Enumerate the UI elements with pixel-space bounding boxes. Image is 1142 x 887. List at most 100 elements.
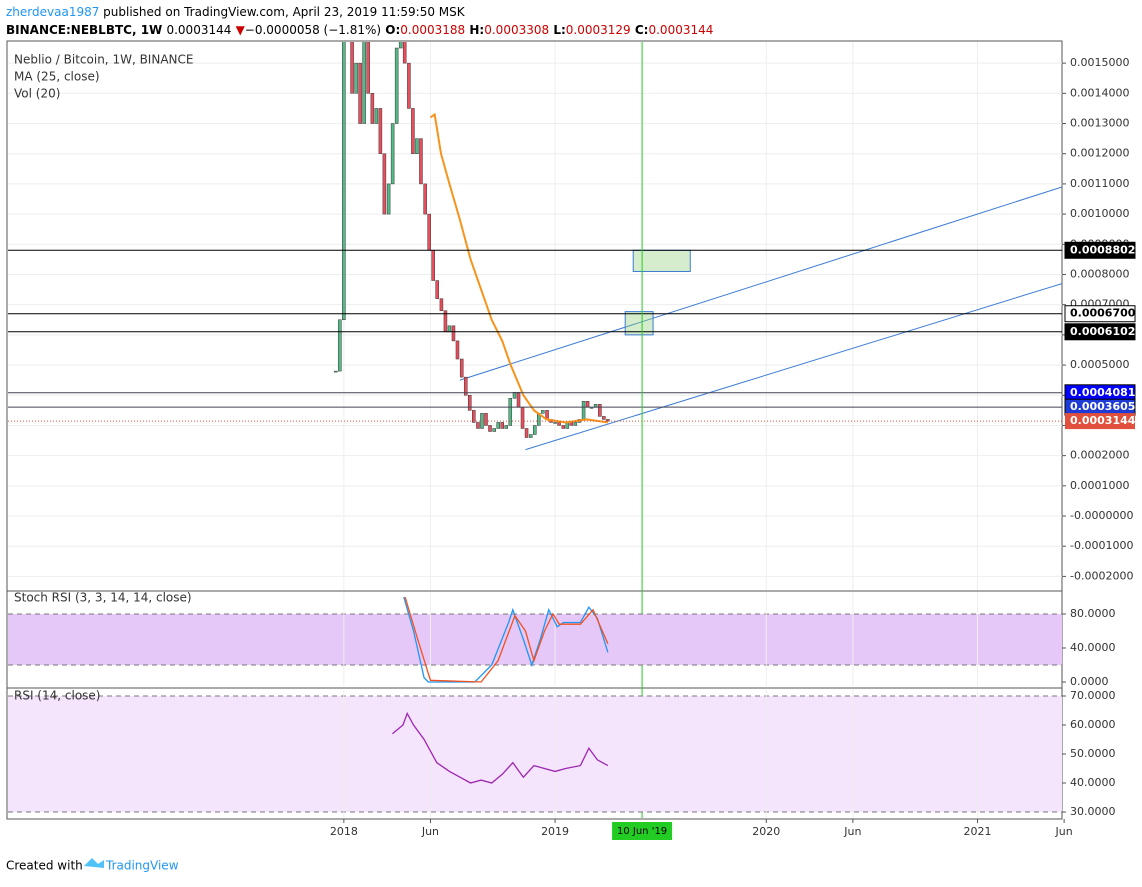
- candle: [459, 358, 464, 378]
- candle: [480, 413, 484, 429]
- chart-frame: [6, 40, 1063, 820]
- y-tick-label: 0.0002000: [1070, 449, 1130, 462]
- candle: [581, 401, 586, 420]
- x-tick-label: 2020: [752, 825, 780, 838]
- candle: [366, 42, 370, 94]
- candle: [378, 108, 383, 154]
- x-tick-label: 2018: [330, 825, 358, 838]
- pane: [8, 690, 1062, 818]
- candle: [338, 319, 342, 372]
- candle: [471, 410, 476, 423]
- pane-title: RSI (14, close): [14, 689, 100, 703]
- candle: [394, 47, 399, 124]
- candle: [492, 428, 496, 432]
- logo: [84, 858, 104, 868]
- author[interactable]: zherdevaa1987: [6, 5, 99, 19]
- y-tick-label: 0.0000: [1070, 675, 1109, 688]
- candle: [553, 422, 557, 424]
- candle: [447, 325, 452, 333]
- date-marker-label: 10 Jun '19: [617, 826, 667, 837]
- pane: [8, 42, 1062, 590]
- candle: [402, 42, 407, 64]
- pane-title: Neblio / Bitcoin, 1W, BINANCE: [14, 53, 193, 67]
- y-tick-label: 0.0008000: [1070, 267, 1130, 280]
- footer-brand[interactable]: TradingView: [105, 859, 179, 873]
- y-tick-label: 40.0000: [1070, 641, 1116, 654]
- level-label-bg: [1064, 241, 1136, 259]
- change: −0.0000058 (−1.81%): [245, 23, 381, 37]
- candle: [370, 93, 375, 124]
- y-tick-label: 0.0012000: [1070, 147, 1130, 160]
- y-tick-label: 40.0000: [1070, 776, 1116, 789]
- y-tick-label: 0.0005000: [1070, 358, 1130, 371]
- candle: [476, 422, 480, 429]
- candle: [573, 422, 578, 426]
- h-label: H:: [469, 23, 484, 37]
- candle: [415, 138, 419, 154]
- candle: [512, 391, 517, 399]
- y-tick-label: 0.0010000: [1070, 207, 1130, 220]
- candle: [504, 425, 509, 429]
- y-tick-label: 60.0000: [1070, 718, 1116, 731]
- y-tick-label: 0.0001000: [1070, 479, 1130, 492]
- indicator-label: Vol (20): [14, 87, 60, 101]
- candle: [435, 280, 439, 299]
- level-label: 0.0004081: [1070, 386, 1135, 399]
- candle: [602, 416, 606, 420]
- candle: [386, 183, 391, 215]
- x-tick-label: 2019: [541, 825, 569, 838]
- candle: [423, 183, 427, 215]
- candle: [496, 422, 500, 429]
- candle: [362, 42, 366, 124]
- close: 0.0003144: [648, 23, 713, 37]
- candle: [467, 395, 472, 411]
- indicator-line: [392, 711, 609, 784]
- trendline: [459, 186, 1062, 381]
- y-tick-label: 0.0011000: [1070, 177, 1130, 190]
- level-label: 0.0006700: [1070, 307, 1136, 320]
- candle: [598, 404, 602, 417]
- level-label: 0.0006102: [1070, 325, 1135, 338]
- x-tick-label: Jun: [421, 825, 439, 838]
- footer-created: Created with: [6, 859, 83, 873]
- candle: [529, 434, 533, 438]
- y-tick-label: 0.0014000: [1070, 86, 1130, 99]
- x-tick-label: Jun: [1055, 825, 1073, 838]
- candle: [516, 391, 521, 408]
- ohlc-line: BINANCE:NEBLBTC, 1W 0.0003144 ▼−0.000005…: [6, 23, 713, 37]
- y-tick-label: -0.0000000: [1070, 509, 1133, 522]
- candle: [585, 401, 590, 408]
- candle: [561, 425, 566, 429]
- y-tick-label: 0.0013000: [1070, 117, 1130, 130]
- candle: [484, 413, 488, 426]
- y-tick-label: 80.0000: [1070, 607, 1116, 620]
- candle: [508, 398, 513, 426]
- candle: [374, 108, 379, 124]
- candle: [500, 422, 505, 429]
- low: 0.0003129: [566, 23, 631, 37]
- indicator-label: MA (25, close): [14, 70, 100, 84]
- target-box: [624, 311, 654, 336]
- c-label: C:: [635, 23, 649, 37]
- pane-title: Stoch RSI (3, 3, 14, 14, close): [14, 591, 192, 605]
- candle: [439, 298, 444, 311]
- candle: [407, 62, 411, 109]
- candle: [541, 410, 545, 414]
- current-price-label: 0.0003144: [1070, 414, 1136, 427]
- indicator-line: [404, 596, 609, 683]
- candle: [354, 62, 358, 94]
- y-tick-label: 30.0000: [1070, 805, 1116, 818]
- candle: [358, 62, 362, 124]
- high: 0.0003308: [484, 23, 549, 37]
- l-label: L:: [553, 23, 565, 37]
- candle: [398, 42, 403, 49]
- candle: [533, 425, 537, 435]
- open: 0.0003188: [400, 23, 465, 37]
- o-label: O:: [385, 23, 400, 37]
- candle: [334, 370, 338, 373]
- candle: [455, 340, 460, 360]
- band: [8, 696, 1062, 812]
- y-tick-label: 0.0015000: [1070, 56, 1130, 69]
- candle: [463, 376, 468, 396]
- y-tick-label: 70.0000: [1070, 689, 1116, 702]
